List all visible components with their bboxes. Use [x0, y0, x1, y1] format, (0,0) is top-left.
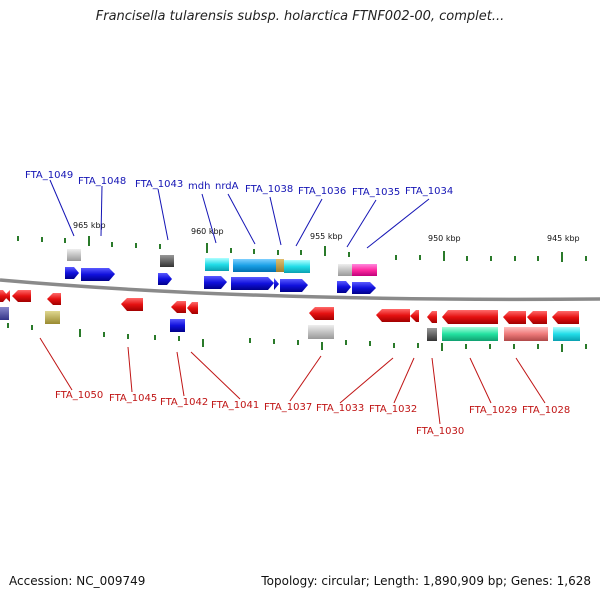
gene-arrow-rev [187, 302, 198, 314]
gene-label-fta-1034[interactable]: FTA_1034 [405, 186, 453, 197]
gene-arrow-fwd [204, 276, 227, 289]
gene-label-fta-1036[interactable]: FTA_1036 [298, 186, 346, 197]
feature-blue-box [170, 319, 185, 332]
gene-arrow-rev [309, 307, 334, 320]
feature-blue-long [233, 259, 276, 272]
feature-cyan-2 [284, 260, 310, 273]
gene-label-fta-1050[interactable]: FTA_1050 [55, 390, 103, 401]
gene-arrow-rev [442, 310, 498, 324]
gene-arrow-rev [376, 309, 410, 322]
topology-text: Topology: circular; Length: 1,890,909 bp… [261, 574, 591, 588]
gene-arrow-fwd [280, 279, 308, 292]
ruler-label-945: 945 kbp [547, 234, 580, 243]
feature-salmon [504, 327, 548, 341]
feature-cyan [205, 258, 229, 271]
gene-arrow-fwd [81, 268, 115, 281]
reverse-leaders [39, 337, 546, 425]
gene-arrow-fwd [274, 278, 279, 290]
gene-arrow-rev [171, 301, 186, 313]
forward-genes [65, 267, 376, 294]
ruler-label-965: 965 kbp [73, 221, 106, 230]
ruler-label-950: 950 kbp [428, 234, 461, 243]
gene-arrow-rev [503, 311, 526, 324]
ruler-label-960: 960 kbp [191, 227, 224, 236]
reverse-features [0, 307, 580, 341]
feature-gray-dark [160, 255, 174, 267]
ruler-label-955: 955 kbp [310, 232, 343, 241]
accession-text: Accession: NC_009749 [9, 574, 146, 588]
feature-pink [352, 264, 377, 276]
feature-cyan-lower [553, 327, 580, 341]
gene-arrow-rev [121, 298, 143, 311]
gene-label-fta-1033[interactable]: FTA_1033 [316, 403, 364, 414]
map-title: Francisella tularensis subsp. holarctica… [95, 9, 505, 24]
feature-navy [0, 307, 9, 320]
genome-backbone [0, 278, 600, 302]
gene-arrow-fwd [337, 281, 351, 293]
reverse-genes [0, 290, 579, 324]
gene-arrow-fwd [158, 273, 172, 285]
gene-label-fta-1035[interactable]: FTA_1035 [352, 187, 400, 198]
forward-leaders [49, 179, 430, 249]
feature-gray-3 [338, 264, 352, 276]
gene-label-fta-1043[interactable]: FTA_1043 [135, 179, 183, 190]
gene-label-fta-1030[interactable]: FTA_1030 [416, 426, 464, 437]
ruler-ticks [7, 236, 587, 352]
gene-arrow-fwd [65, 267, 79, 279]
gene-arrow-fwd [231, 277, 274, 290]
gene-label-fta-1037[interactable]: FTA_1037 [264, 402, 312, 413]
gene-label-fta-1049[interactable]: FTA_1049 [25, 170, 73, 181]
gene-arrow-rev [4, 290, 10, 302]
feature-gray-lower [308, 325, 334, 339]
gene-label-nrda[interactable]: nrdA [215, 181, 239, 192]
gene-arrow-rev [427, 311, 437, 323]
gene-label-fta-1038[interactable]: FTA_1038 [245, 184, 293, 195]
gene-arrow-rev [527, 311, 547, 324]
forward-features [67, 249, 377, 276]
gene-arrow-rev [47, 293, 61, 305]
gene-arrow-rev [552, 311, 579, 324]
gene-label-mdh[interactable]: mdh [188, 181, 210, 192]
gene-label-fta-1041[interactable]: FTA_1041 [211, 400, 259, 411]
gene-label-fta-1045[interactable]: FTA_1045 [109, 393, 157, 404]
gene-label-fta-1029[interactable]: FTA_1029 [469, 405, 517, 416]
gene-arrow-fwd [352, 282, 376, 294]
gene-label-fta-1048[interactable]: FTA_1048 [78, 176, 126, 187]
gene-arrow-rev [12, 290, 31, 302]
gene-arrow-rev [410, 310, 419, 322]
feature-gray-dark-lower [427, 328, 437, 341]
gene-label-fta-1028[interactable]: FTA_1028 [522, 405, 570, 416]
feature-tan [276, 259, 284, 272]
feature-green [442, 327, 498, 341]
gene-label-fta-1032[interactable]: FTA_1032 [369, 404, 417, 415]
feature-olive [45, 311, 60, 324]
feature-gray-light [67, 249, 81, 261]
gene-label-fta-1042[interactable]: FTA_1042 [160, 397, 208, 408]
